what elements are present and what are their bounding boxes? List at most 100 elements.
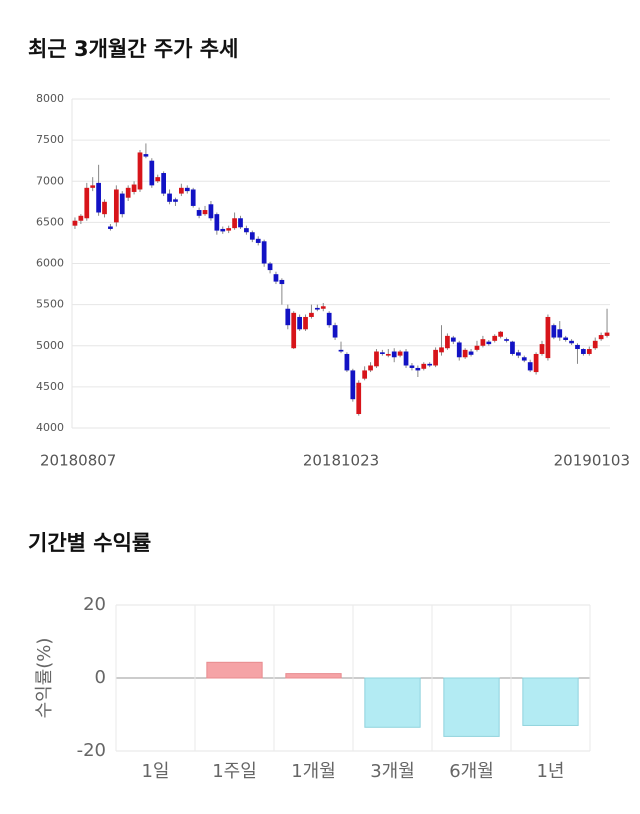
candle-body bbox=[468, 351, 474, 355]
candle-body bbox=[515, 352, 521, 356]
candle-body bbox=[338, 349, 344, 352]
bar bbox=[522, 677, 579, 726]
y-tick-label: 6000 bbox=[36, 257, 64, 270]
candle-body bbox=[220, 228, 226, 232]
candle-body bbox=[415, 367, 421, 371]
candle-body bbox=[309, 312, 314, 317]
bar bbox=[364, 677, 421, 728]
y-tick-label: 20 bbox=[83, 594, 106, 615]
candle-body bbox=[551, 325, 557, 338]
candle-body bbox=[569, 340, 574, 344]
x-tick-label: 20181023 bbox=[303, 452, 379, 470]
candle-body bbox=[575, 344, 580, 350]
candle-body bbox=[326, 312, 332, 326]
candle-body bbox=[439, 347, 444, 353]
bar bbox=[285, 673, 342, 679]
y-tick-label: 4500 bbox=[36, 380, 64, 393]
candle-body bbox=[604, 332, 610, 336]
candle-body bbox=[125, 187, 131, 198]
candle-body bbox=[539, 344, 545, 354]
candle-body bbox=[108, 226, 113, 229]
candle-body bbox=[161, 173, 167, 194]
candle-body bbox=[592, 340, 598, 349]
candle-body bbox=[545, 316, 551, 359]
candle-body bbox=[456, 342, 462, 358]
candle-body bbox=[102, 201, 107, 215]
candle-body bbox=[586, 349, 592, 354]
candle-body bbox=[208, 204, 214, 219]
candle-body bbox=[149, 160, 155, 186]
x-tick-label: 1년 bbox=[536, 761, 564, 782]
candle-body bbox=[598, 335, 604, 340]
candle-body bbox=[474, 345, 480, 350]
candle-body bbox=[214, 214, 220, 231]
y-tick-label: -20 bbox=[77, 740, 106, 761]
candle-body bbox=[244, 228, 249, 233]
candle-body bbox=[285, 308, 291, 326]
candle-body bbox=[72, 220, 78, 226]
x-tick-label: 20180807 bbox=[40, 452, 116, 470]
candle-body bbox=[202, 210, 208, 215]
candle-body bbox=[374, 351, 379, 367]
candle-body bbox=[190, 189, 196, 206]
candle-body bbox=[433, 349, 438, 366]
candle-body bbox=[403, 351, 409, 366]
candle-body bbox=[445, 335, 450, 349]
candle-body bbox=[291, 312, 297, 349]
candle-body bbox=[273, 274, 279, 282]
candle-body bbox=[320, 306, 326, 309]
candle-body bbox=[119, 193, 125, 215]
candle-body bbox=[527, 362, 533, 371]
candle-body bbox=[255, 238, 261, 243]
x-tick-label: 6개월 bbox=[449, 761, 494, 782]
candle-body bbox=[267, 263, 273, 271]
candle-body bbox=[391, 351, 397, 358]
candle-body bbox=[492, 335, 498, 341]
x-tick-label: 20190103 bbox=[554, 452, 630, 470]
y-tick-label: 7500 bbox=[36, 133, 64, 146]
candle-body bbox=[362, 370, 368, 379]
candle-body bbox=[563, 337, 569, 340]
candle-body bbox=[84, 187, 90, 219]
candle-body bbox=[427, 363, 433, 366]
bar bbox=[443, 677, 500, 737]
y-tick-label: 7000 bbox=[36, 174, 64, 187]
candle-body bbox=[385, 353, 391, 356]
candle-body bbox=[397, 351, 403, 356]
candle-body bbox=[368, 365, 373, 371]
candle-body bbox=[279, 279, 285, 285]
candle-body bbox=[155, 177, 161, 182]
candle-body bbox=[249, 232, 255, 240]
candle-body bbox=[557, 329, 563, 338]
candle-body bbox=[78, 215, 84, 221]
candle-body bbox=[137, 152, 143, 190]
candle-body bbox=[143, 154, 149, 157]
candle-body bbox=[356, 382, 362, 415]
candle-body bbox=[533, 353, 539, 373]
candle-body bbox=[297, 316, 302, 330]
candle-body bbox=[232, 218, 237, 229]
candle-body bbox=[350, 370, 356, 400]
candle-body bbox=[261, 241, 267, 264]
candle-body bbox=[521, 357, 527, 361]
candle-body bbox=[480, 339, 486, 346]
candle-body bbox=[344, 353, 350, 371]
x-tick-label: 3개월 bbox=[370, 761, 415, 782]
candle-body bbox=[179, 187, 184, 194]
candle-body bbox=[90, 185, 96, 188]
candle-body bbox=[504, 339, 509, 341]
candle-body bbox=[462, 349, 468, 358]
candle-body bbox=[498, 331, 503, 337]
candle-body bbox=[131, 184, 137, 192]
x-tick-label: 1주일 bbox=[212, 761, 257, 782]
candle-body bbox=[332, 325, 338, 338]
candle-body bbox=[303, 316, 308, 330]
candle-body bbox=[421, 363, 427, 369]
y-tick-label: 6500 bbox=[36, 215, 64, 228]
candle-body bbox=[510, 341, 515, 354]
candle-body bbox=[486, 341, 492, 345]
candle-body bbox=[226, 228, 232, 231]
x-tick-label: 1일 bbox=[141, 761, 169, 782]
candle-body bbox=[173, 199, 178, 202]
